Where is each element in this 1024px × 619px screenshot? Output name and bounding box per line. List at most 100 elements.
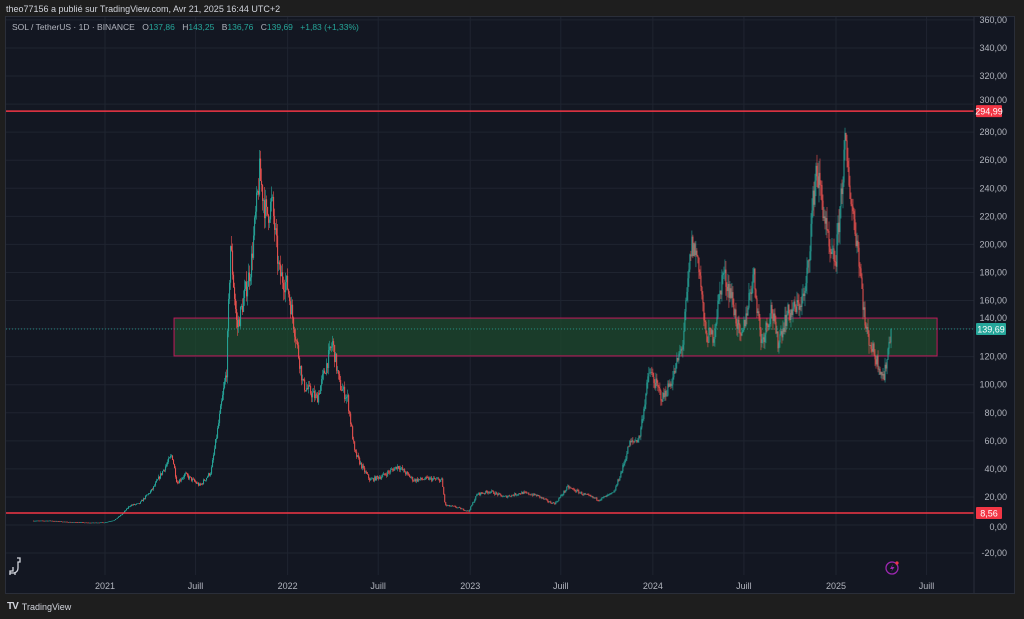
candle-body [389, 471, 391, 473]
candle-body [226, 375, 228, 378]
candle-body [645, 393, 647, 405]
candle-body [50, 520, 52, 522]
candle-body [566, 486, 568, 491]
candle-body [283, 282, 285, 291]
candle-body [724, 269, 726, 273]
candle-body [365, 471, 367, 473]
candle-body [395, 466, 397, 469]
candle-body [469, 509, 471, 512]
candle-body [747, 307, 749, 316]
candle-body [681, 348, 683, 350]
candle-body [185, 473, 187, 475]
candle-body [797, 300, 799, 303]
candle-body [249, 272, 251, 282]
candle-body [718, 294, 720, 301]
candle-body [680, 348, 682, 352]
candle-body [138, 503, 140, 504]
candle-body [353, 439, 355, 442]
candle-body [862, 288, 864, 310]
candle-body [102, 522, 104, 524]
candle-body [61, 521, 63, 523]
candle-body [355, 449, 357, 452]
candle-body [398, 466, 400, 469]
candle-body [85, 522, 87, 524]
candle-body [570, 487, 572, 489]
candle-body [107, 521, 109, 523]
candle-body [67, 522, 69, 523]
candle-body [824, 216, 826, 224]
candle-body [56, 521, 58, 522]
candle-body [202, 483, 204, 485]
candle-body [356, 451, 358, 457]
close-label: C [260, 22, 267, 32]
candle-body [204, 479, 206, 481]
candle-body [613, 491, 615, 493]
lightning-alert-icon[interactable] [885, 561, 899, 575]
candle-body [803, 293, 805, 297]
candle-body [333, 341, 335, 346]
candle-body [722, 273, 724, 276]
candle-body [68, 521, 70, 523]
candle-body [518, 493, 520, 495]
candle-body [686, 291, 688, 301]
candle-body [228, 298, 230, 332]
chart-panel[interactable] [5, 16, 1015, 594]
candle-body [113, 520, 115, 522]
candle-body [370, 479, 372, 481]
candle-body [302, 379, 304, 381]
candle-body [650, 372, 652, 373]
candle-body [875, 359, 877, 365]
candle-body [874, 354, 876, 360]
candle-body [361, 462, 363, 469]
candle-body [491, 490, 493, 492]
candle-body [656, 378, 658, 383]
candle-body [706, 332, 708, 342]
candle-body [668, 383, 670, 387]
candle-body [737, 319, 739, 329]
candle-body [373, 478, 375, 481]
candle-body [39, 520, 41, 522]
candle-body [857, 240, 859, 248]
x-tick-label: 2024 [643, 581, 663, 591]
candle-body [820, 184, 822, 186]
tradingview-brand[interactable]: TV TradingView [7, 601, 71, 612]
candle-body [69, 521, 71, 523]
candle-body [505, 495, 507, 497]
candle-body [813, 190, 815, 205]
candle-body [187, 473, 189, 476]
symbol-label[interactable]: SOL / TetherUS · 1D · BINANCE [12, 22, 135, 32]
candle-body [571, 487, 573, 489]
candle-body [729, 288, 731, 298]
candle-body [532, 494, 534, 496]
candle-body [170, 456, 172, 458]
candle-body [330, 346, 332, 348]
candle-body [77, 522, 79, 523]
brand-name: TradingView [21, 601, 72, 612]
tradingview-logo: TV [7, 601, 19, 612]
candle-body [408, 473, 410, 475]
candle-body [33, 520, 35, 522]
candle-body [521, 491, 523, 494]
candle-body [850, 199, 852, 205]
candle-body [252, 253, 254, 258]
candle-body [339, 374, 341, 381]
candle-body [241, 305, 243, 307]
candle-body [254, 217, 256, 236]
candle-body [863, 307, 865, 310]
resistance-price-tag [976, 105, 1002, 118]
candle-body [594, 497, 596, 499]
candle-body [823, 216, 825, 219]
candle-body [471, 505, 473, 507]
candle-body [575, 491, 577, 492]
candle-body [703, 302, 705, 321]
candle-body [663, 393, 665, 398]
candle-body [210, 473, 212, 476]
candle-body [615, 486, 617, 491]
candle-body [630, 440, 632, 442]
candle-body [690, 254, 692, 256]
candle-body [603, 496, 605, 498]
candle-body [171, 455, 173, 457]
candle-body [184, 474, 186, 478]
candle-body [809, 251, 811, 261]
